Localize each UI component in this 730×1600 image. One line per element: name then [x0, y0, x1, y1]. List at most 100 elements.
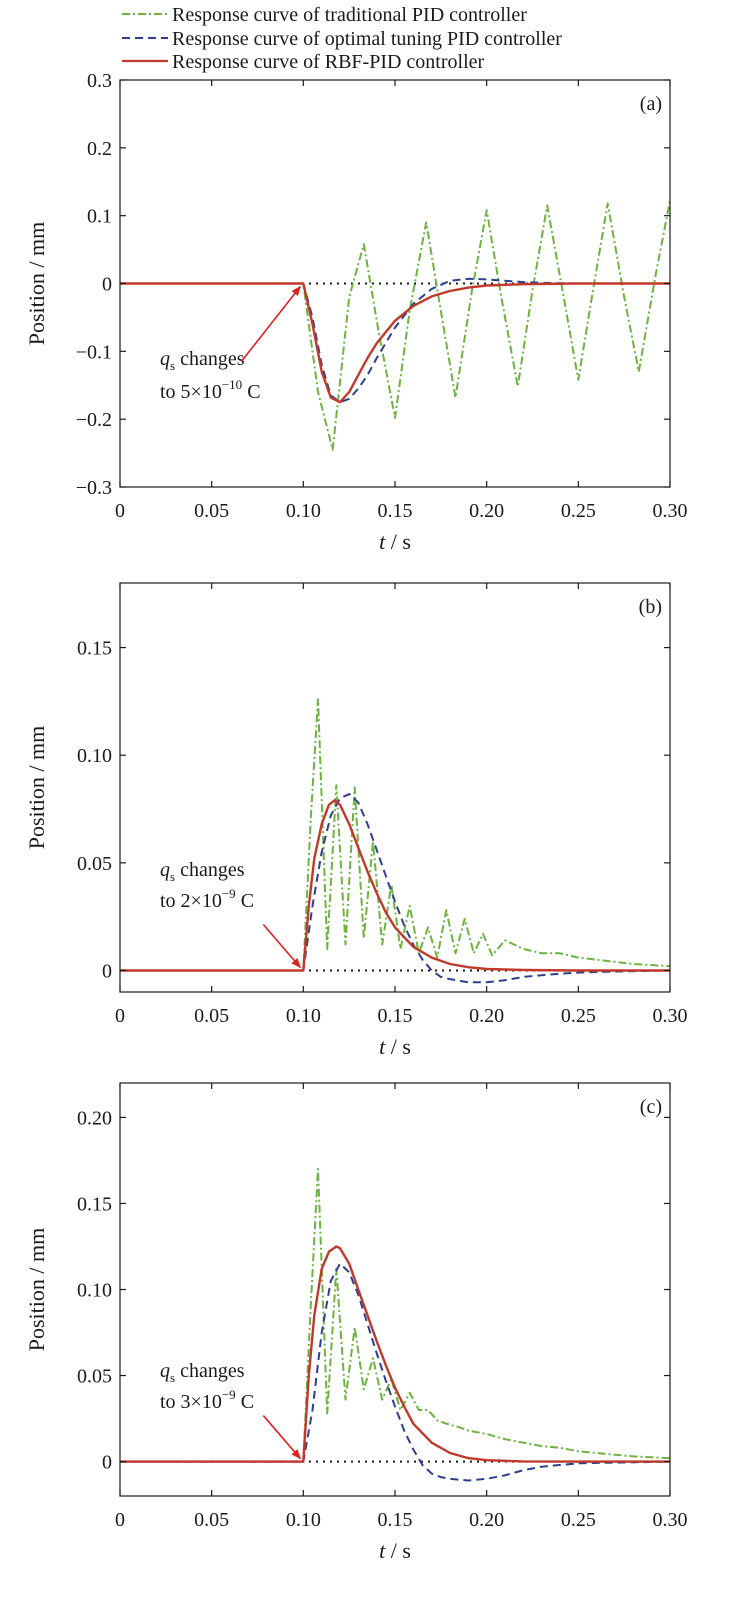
series-line-traditional [120, 1168, 671, 1463]
y-tick-label: 0.3 [87, 70, 112, 92]
y-tick-label: −0.1 [76, 341, 112, 363]
legend-label-rbf: Response curve of RBF-PID controller [172, 51, 485, 73]
annotation-changes: changes [175, 859, 245, 881]
annotation-exponent: −10 [222, 377, 242, 392]
x-tick-label: 0 [115, 1005, 125, 1027]
series-line-rbf [120, 1245, 670, 1463]
series-line-traditional [120, 698, 671, 972]
y-tick-label: 0.20 [77, 1107, 112, 1129]
annotation-exponent: −9 [222, 886, 236, 901]
annotation-prefix: to 5×10 [160, 381, 222, 403]
x-tick-label: 0.20 [469, 1509, 504, 1531]
x-tick-label: 0.25 [561, 1005, 596, 1027]
x-tick-label: 0 [115, 500, 125, 522]
annotation-q-subscript: s [170, 1370, 175, 1385]
series-line-optimal [120, 1262, 671, 1482]
annotation-line-1: qs changes [160, 1360, 245, 1385]
annotation-q-symbol: q [160, 859, 170, 881]
x-tick-label: 0.10 [286, 1509, 321, 1531]
legend-entry-traditional: Response curve of traditional PID contro… [122, 4, 527, 26]
series-line-rbf [120, 799, 670, 972]
x-axis-label-unit: / s [385, 529, 411, 554]
x-tick-label: 0.30 [653, 500, 688, 522]
x-tick-label: 0.30 [653, 1005, 688, 1027]
legend-label-traditional: Response curve of traditional PID contro… [172, 4, 527, 26]
x-tick-label: 0.20 [469, 1005, 504, 1027]
annotation-line-2: to 2×10−9 C [160, 886, 254, 912]
x-axis-label-unit: / s [385, 1034, 411, 1059]
y-tick-label: −0.2 [76, 409, 112, 431]
x-tick-label: 0 [115, 1509, 125, 1531]
annotation-q-subscript: s [170, 358, 175, 373]
x-axis-label-unit: / s [385, 1538, 411, 1563]
annotation-q-subscript: s [170, 869, 175, 884]
chart-panel-a: 0 0.05 0.10 0.15 0.20 0.25 0.30 −0.3 −0.2 −0.1 0 0.… [24, 70, 688, 554]
panel-label: (c) [640, 1096, 662, 1118]
annotation-arrow [262, 1415, 301, 1460]
annotation-line-1: qs changes [160, 348, 245, 373]
annotation-arrow [262, 923, 301, 969]
x-axis-label-symbol: t [379, 1538, 386, 1563]
annotation-arrow [240, 285, 301, 362]
x-axis-label-symbol: t [379, 529, 386, 554]
series-line-optimal [120, 793, 671, 984]
x-tick-label: 0.15 [378, 500, 413, 522]
x-axis-label: t / s [379, 529, 411, 554]
y-tick-label: 0 [102, 960, 112, 982]
annotation-changes: changes [175, 348, 245, 370]
annotation-q-symbol: q [160, 348, 170, 370]
x-tick-label: 0.10 [286, 500, 321, 522]
y-tick-label: 0.15 [77, 1193, 112, 1215]
chart-panel-b: 0 0.05 0.10 0.15 0.20 0.25 0.30 0 0.05 0.10 0.15 (b… [24, 582, 688, 1059]
y-tick-label: 0.1 [87, 206, 112, 228]
legend-label-optimal: Response curve of optimal tuning PID con… [172, 28, 562, 50]
annotation-changes: changes [175, 1360, 245, 1382]
x-tick-label: 0.05 [194, 1005, 229, 1027]
x-tick-label: 0.25 [561, 1509, 596, 1531]
annotation-suffix: C [236, 890, 254, 912]
y-axis-label: Position / mm [24, 222, 49, 345]
x-tick-label: 0.15 [378, 1509, 413, 1531]
series-line-optimal [120, 277, 670, 404]
y-tick-label: −0.3 [76, 477, 112, 499]
x-tick-label: 0.15 [378, 1005, 413, 1027]
y-axis-label: Position / mm [24, 726, 49, 849]
annotation-line-2: to 5×10−10 C [160, 377, 261, 403]
panel-label: (a) [640, 93, 662, 115]
x-tick-label: 0.30 [653, 1509, 688, 1531]
annotation-line-1: qs changes [160, 859, 245, 884]
legend: Response curve of traditional PID contro… [122, 4, 562, 73]
y-tick-label: 0.05 [77, 853, 112, 875]
annotation-prefix: to 2×10 [160, 890, 222, 912]
panel-label: (b) [639, 596, 662, 618]
annotation-prefix: to 3×10 [160, 1391, 222, 1413]
x-tick-label: 0.25 [561, 500, 596, 522]
annotation-suffix: C [236, 1391, 254, 1413]
series-line-traditional [120, 200, 671, 451]
y-axis-label: Position / mm [24, 1228, 49, 1351]
series-line-rbf [120, 282, 670, 404]
x-axis-label-symbol: t [379, 1034, 386, 1059]
y-tick-label: 0.10 [77, 745, 112, 767]
plot-frame [119, 1082, 671, 1497]
annotation-suffix: C [242, 381, 260, 403]
annotation-qs-change: qs changes to 5×10−10 C [160, 285, 301, 403]
annotation-exponent: −9 [222, 1387, 236, 1402]
annotation-line-2: to 3×10−9 C [160, 1387, 254, 1413]
plot-frame [119, 582, 671, 993]
annotation-q-symbol: q [160, 1360, 170, 1382]
y-tick-label: 0.05 [77, 1366, 112, 1388]
x-tick-label: 0.10 [286, 1005, 321, 1027]
chart-panel-c: 0 0.05 0.10 0.15 0.20 0.25 0.30 0 0.05 0.10 0.15 0.… [24, 1082, 688, 1563]
x-tick-label: 0.20 [469, 500, 504, 522]
x-tick-label: 0.05 [194, 500, 229, 522]
y-tick-label: 0.10 [77, 1280, 112, 1302]
legend-entry-rbf: Response curve of RBF-PID controller [122, 51, 485, 73]
x-axis-label: t / s [379, 1034, 411, 1059]
y-tick-label: 0.2 [87, 138, 112, 160]
y-tick-label: 0 [102, 274, 112, 296]
y-tick-label: 0 [102, 1452, 112, 1474]
